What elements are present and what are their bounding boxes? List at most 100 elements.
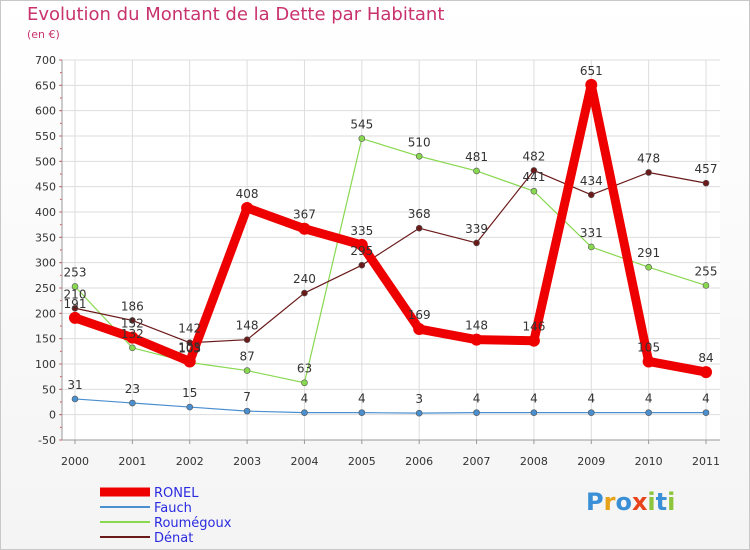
data-point	[241, 201, 254, 214]
legend-label: Roumégoux	[154, 516, 232, 531]
data-point	[71, 304, 79, 312]
data-point	[358, 135, 366, 142]
data-point	[642, 355, 655, 368]
data-point	[69, 311, 81, 324]
data-label: 510	[408, 135, 431, 149]
data-point	[358, 409, 366, 416]
y-tick-label: 100	[35, 358, 56, 371]
data-point	[530, 167, 538, 174]
data-label: 186	[121, 299, 144, 313]
logo-letter: o	[615, 488, 632, 516]
data-point	[413, 323, 426, 336]
y-tick-label: -50	[38, 434, 56, 447]
data-point	[129, 344, 136, 352]
data-point	[473, 409, 480, 416]
data-label: 191	[64, 297, 87, 311]
data-label: 339	[465, 222, 488, 236]
data-label: 103	[178, 341, 201, 355]
data-label: 105	[178, 340, 201, 354]
data-point	[470, 333, 483, 346]
data-label: 335	[350, 224, 373, 238]
x-tick-label: 2004	[290, 455, 318, 468]
data-point	[702, 179, 710, 187]
x-tick-label: 2001	[118, 455, 146, 468]
data-label: 545	[350, 118, 373, 132]
data-label: 105	[637, 340, 660, 354]
data-point	[587, 191, 595, 199]
data-label: 148	[236, 319, 259, 333]
data-label: 87	[239, 350, 254, 364]
data-point	[301, 409, 308, 416]
data-labels: 31 23 15 7 4 4 3 4 4 4 4 42531321038763545510481441…	[64, 64, 718, 406]
data-label: 4	[358, 392, 366, 406]
data-point	[585, 78, 598, 91]
data-label: 240	[293, 272, 316, 286]
data-label: 482	[522, 149, 545, 163]
data-label: 146	[522, 320, 545, 334]
x-tick-label: 2007	[463, 455, 491, 468]
data-label: 368	[408, 207, 431, 221]
y-tick-label: 300	[35, 257, 56, 270]
logo-letter: r	[603, 488, 616, 516]
data-label: 63	[297, 362, 312, 376]
data-label: 23	[125, 382, 140, 396]
legend-label: RONEL	[154, 486, 199, 501]
x-tick-label: 2000	[61, 455, 89, 468]
x-tick-label: 2006	[405, 455, 433, 468]
data-point	[645, 263, 652, 271]
data-point	[71, 283, 79, 290]
y-tick-label: 250	[35, 282, 56, 295]
data-point	[129, 399, 136, 407]
data-label: 434	[580, 174, 603, 188]
data-point	[358, 261, 366, 269]
data-label: 478	[637, 151, 660, 165]
series-line-dénat	[74, 169, 707, 344]
y-tick-label: 150	[35, 333, 56, 346]
x-tick-label: 2002	[176, 455, 204, 468]
data-point	[183, 355, 196, 368]
legend-label: Dénat	[154, 531, 193, 546]
data-point	[301, 379, 308, 387]
y-tick-label: 700	[35, 54, 56, 67]
data-point	[415, 152, 423, 160]
data-point	[186, 403, 194, 411]
data-label: 4	[587, 392, 595, 406]
data-point	[243, 407, 251, 415]
data-label: 441	[522, 170, 545, 184]
data-point	[587, 243, 595, 251]
logo-letter: i	[647, 488, 656, 516]
proxiti-logo: Proxiti	[586, 488, 675, 516]
data-label: 253	[64, 265, 87, 279]
data-label: 4	[645, 392, 653, 406]
data-point	[129, 317, 136, 324]
series-lines	[69, 78, 712, 417]
data-label: 169	[408, 308, 431, 322]
data-label: 142	[178, 322, 201, 336]
x-tick-label: 2003	[233, 455, 261, 468]
grid	[62, 59, 720, 441]
data-label: 132	[121, 327, 144, 341]
data-point	[415, 409, 423, 417]
y-tick-label: 0	[49, 409, 56, 422]
data-label: 457	[695, 162, 718, 176]
y-tick-label: 200	[35, 307, 56, 320]
data-label: 367	[293, 208, 316, 222]
data-point	[298, 222, 311, 235]
data-point	[473, 167, 480, 175]
chart-title: Evolution du Montant de la Dette par Hab…	[27, 4, 445, 25]
x-tick-label: 2010	[635, 455, 663, 468]
data-point	[587, 409, 595, 416]
data-label: 408	[236, 187, 259, 201]
logo-letter: x	[631, 488, 648, 516]
data-label: 31	[67, 378, 82, 392]
y-tick-label: 600	[35, 105, 56, 118]
data-point	[530, 187, 538, 195]
data-point	[473, 239, 480, 247]
data-label: 255	[695, 264, 718, 278]
data-point	[301, 289, 308, 297]
data-label: 481	[465, 150, 488, 164]
data-label: 152	[121, 317, 144, 331]
x-tick-label: 2008	[520, 455, 548, 468]
